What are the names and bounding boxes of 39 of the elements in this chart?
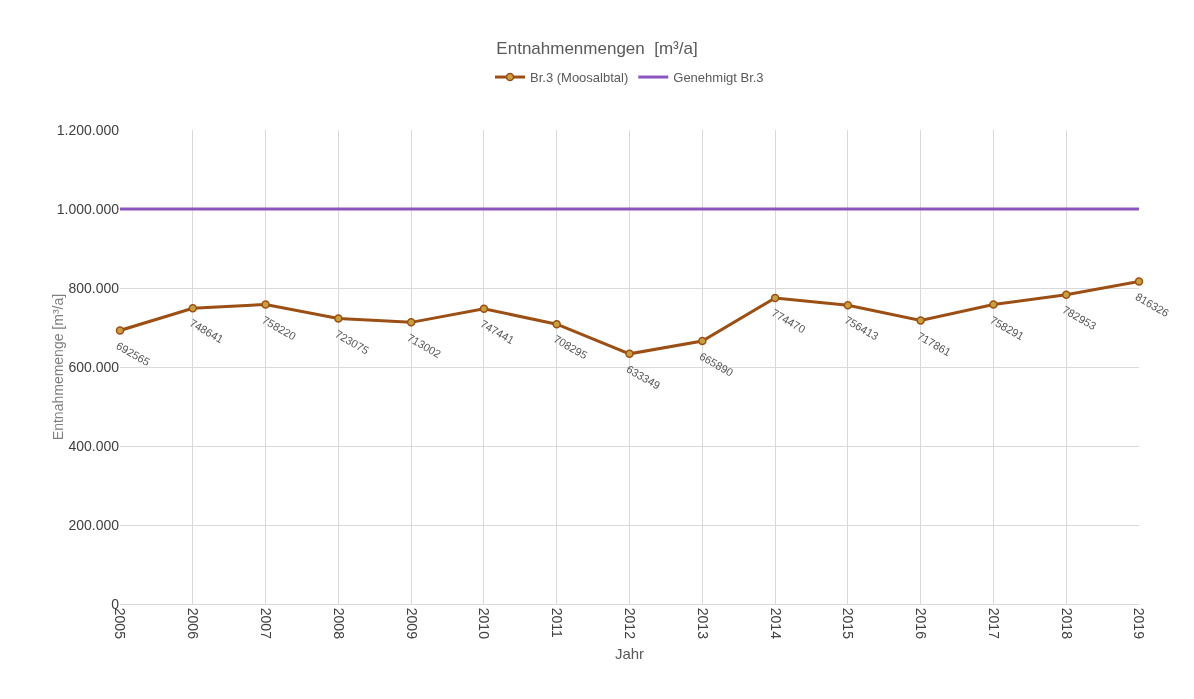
x-tick-label: 2015 — [840, 607, 857, 640]
y-tick-label: 1.000.000 — [56, 200, 120, 217]
point — [115, 326, 125, 335]
x-tick-label: 2018 — [1058, 607, 1075, 640]
point — [1134, 277, 1144, 286]
x-tick-label: 2014 — [767, 607, 784, 640]
x-tick-label: 2013 — [694, 607, 711, 640]
x-tick-label: 2010 — [476, 607, 493, 640]
point — [843, 300, 853, 310]
y-tick-label: 200.000 — [68, 516, 120, 533]
x-tick-label: 2006 — [185, 607, 202, 640]
y-axis-title: Entnahmemenge [m³/a] — [50, 293, 67, 441]
point — [334, 314, 343, 323]
x-tick-label: 2008 — [330, 607, 347, 640]
x-tick-label: 2017 — [985, 607, 1002, 640]
point — [406, 318, 416, 327]
x-tick-label: 2009 — [403, 607, 420, 640]
y-tick-label: 800.000 — [68, 279, 120, 296]
legend-label: Br.3 (Moosalbtal) — [530, 70, 629, 86]
point — [1061, 290, 1071, 299]
point — [625, 349, 634, 359]
y-tick-label: 1.200.000 — [56, 121, 120, 138]
y-tick-label: 400.000 — [68, 437, 120, 454]
point — [552, 319, 561, 329]
chart-title: Entnahmenmengen [m³/a] — [496, 38, 698, 58]
legend-label: Genehmigt Br.3 — [673, 70, 764, 86]
point — [261, 300, 270, 309]
x-tick-label: 2019 — [1131, 607, 1148, 640]
x-axis-title: Jahr — [614, 645, 645, 662]
point — [188, 304, 198, 313]
point — [916, 316, 925, 325]
x-tick-label: 2011 — [549, 607, 566, 639]
point — [989, 300, 998, 309]
point — [479, 304, 489, 314]
x-tick-label: 2016 — [913, 607, 930, 640]
point — [770, 293, 780, 303]
point — [698, 336, 707, 346]
x-tick-label: 2012 — [621, 607, 638, 640]
x-tick-label: 2007 — [258, 607, 275, 640]
